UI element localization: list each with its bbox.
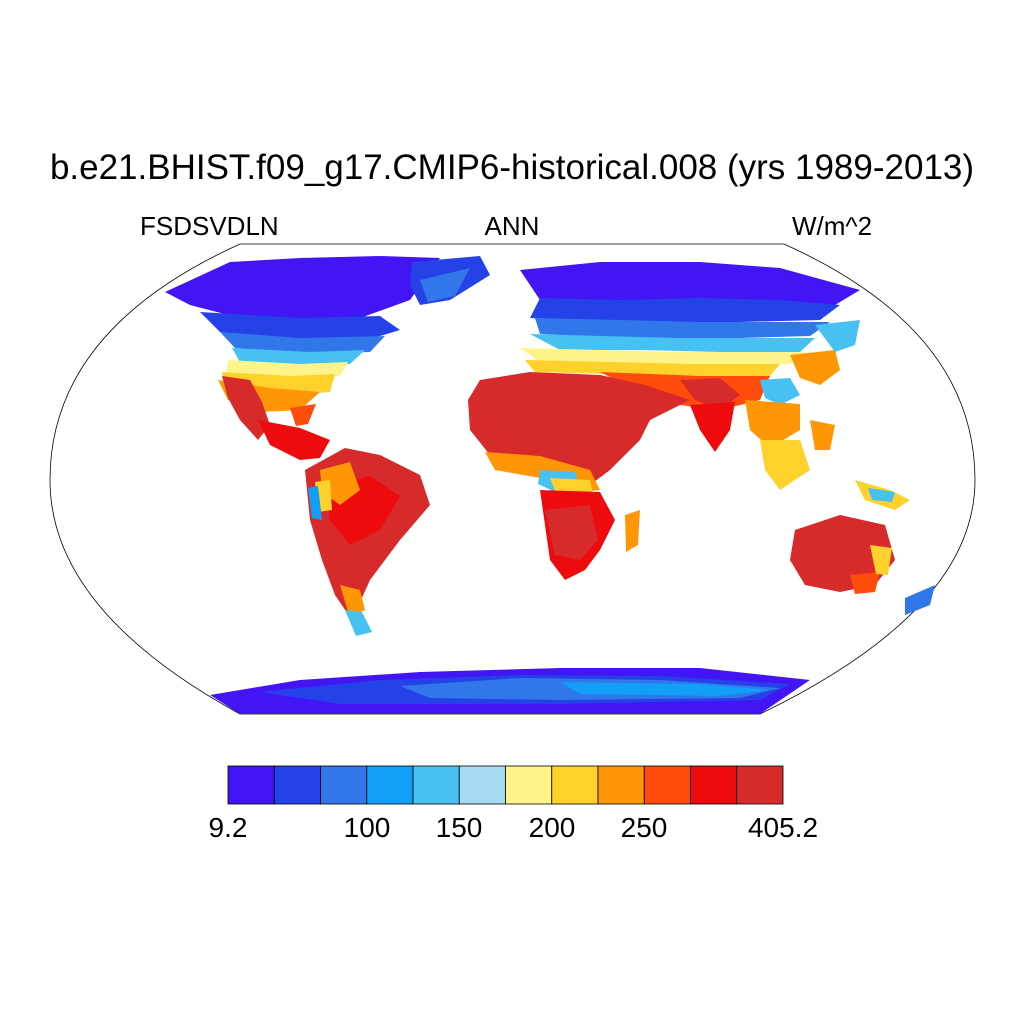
- north-america: [165, 256, 490, 460]
- colorbar-tick-label: 200: [528, 812, 576, 843]
- units-label: W/m^2: [792, 211, 873, 241]
- colorbar-box: [320, 765, 368, 805]
- eurasia: [520, 262, 860, 490]
- colorbar-box: [458, 765, 506, 805]
- colorbar-tick-label: 100: [343, 812, 391, 843]
- colorbar-box: [505, 765, 553, 805]
- colorbar-box: [412, 765, 460, 805]
- plot-title: b.e21.BHIST.f09_g17.CMIP6-historical.008…: [49, 148, 975, 187]
- map-boundary: [49, 243, 976, 715]
- africa: [468, 372, 690, 580]
- colorbar-box: [366, 765, 414, 805]
- colorbar-box: [690, 765, 738, 805]
- colorbar-tick-label: 405.2: [747, 812, 819, 843]
- season-label: ANN: [484, 211, 540, 241]
- variable-name: FSDSVDLN: [140, 211, 279, 241]
- colorbar-tick-label: 150: [435, 812, 483, 843]
- colorbar-tick-label: 9.2: [208, 812, 248, 843]
- colorbar-box: [736, 765, 784, 805]
- colorbar-box: [273, 765, 321, 805]
- south-america: [305, 448, 430, 636]
- colorbar-tick-label: 250: [620, 812, 668, 843]
- colorbar-box: [227, 765, 275, 805]
- colorbar-box: [643, 765, 691, 805]
- colorbar: [227, 765, 784, 805]
- antarctica: [210, 668, 810, 714]
- colorbar-box: [597, 765, 645, 805]
- australia: [790, 480, 935, 615]
- colorbar-box: [551, 765, 599, 805]
